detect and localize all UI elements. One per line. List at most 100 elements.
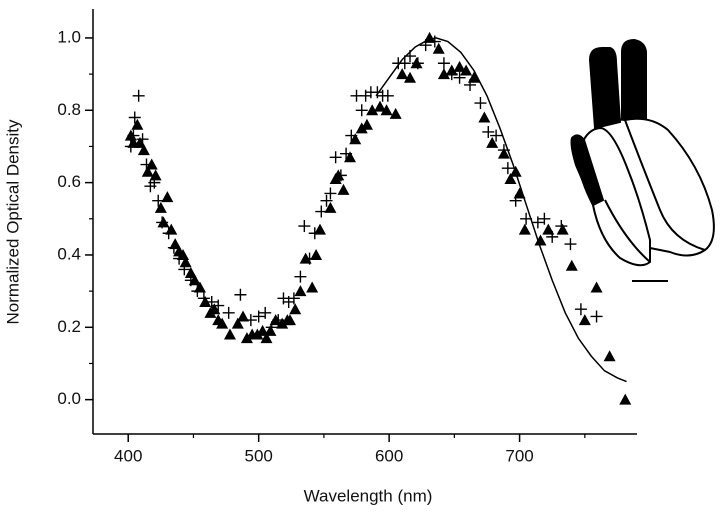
triangle-marker <box>251 328 264 340</box>
triangle-marker <box>264 324 277 336</box>
triangle-marker <box>154 201 167 213</box>
triangle-marker <box>216 317 229 329</box>
triangle-marker <box>283 314 296 326</box>
triangle-marker <box>534 234 547 246</box>
plus-marker <box>324 187 337 200</box>
plus-marker <box>222 306 235 319</box>
plus-marker <box>555 220 568 233</box>
y-tick-label: 0.4 <box>57 244 81 263</box>
plus-marker <box>156 216 169 229</box>
plus-marker <box>437 57 450 70</box>
plus-marker <box>197 292 210 305</box>
triangle-marker <box>231 317 244 329</box>
plus-marker <box>298 220 311 233</box>
triangle-marker <box>131 118 144 130</box>
triangle-marker <box>467 71 480 83</box>
triangle-marker <box>389 107 402 119</box>
plus-marker <box>320 194 333 207</box>
triangle-marker <box>374 100 387 112</box>
plus-marker <box>212 299 225 312</box>
x-tick-label: 400 <box>114 446 142 465</box>
plus-marker <box>140 158 153 171</box>
x-axis-label: Wavelength (nm) <box>304 486 433 505</box>
triangle-marker <box>542 223 555 235</box>
triangle-marker <box>179 256 192 268</box>
triangle-marker <box>169 238 182 250</box>
plus-marker <box>127 129 140 142</box>
triangle-marker <box>294 285 307 297</box>
y-tick-label: 0.6 <box>57 172 81 191</box>
plus-marker <box>340 147 353 160</box>
triangle-marker <box>161 191 174 203</box>
plus-marker <box>234 288 247 301</box>
plus-marker <box>538 212 551 225</box>
plus-marker <box>265 321 278 334</box>
triangle-marker <box>141 165 154 177</box>
triangle-marker <box>240 332 253 344</box>
triangle-marker <box>578 314 591 326</box>
triangle-marker <box>355 122 368 134</box>
triangle-marker <box>603 350 616 362</box>
plus-marker <box>329 151 342 164</box>
triangle-marker <box>324 201 337 213</box>
y-axis-label: Normalized Optical Density <box>3 119 22 325</box>
triangle-marker <box>380 104 393 116</box>
plus-marker <box>178 263 191 276</box>
triangle-marker <box>518 223 531 235</box>
plus-marker <box>303 252 316 265</box>
plus-marker <box>411 57 424 70</box>
triangle-marker <box>310 248 323 260</box>
plus-marker <box>574 303 587 316</box>
triangle-marker <box>360 118 373 130</box>
triangle-marker <box>396 68 409 80</box>
inset-shape <box>588 47 622 130</box>
plus-marker <box>482 125 495 138</box>
plus-marker <box>184 274 197 287</box>
plus-marker <box>490 129 503 142</box>
plus-marker <box>464 78 477 91</box>
triangle-marker <box>486 136 499 148</box>
plus-marker <box>345 129 358 142</box>
inset-shape <box>621 38 647 119</box>
plus-marker <box>546 230 559 243</box>
triangle-marker <box>366 104 379 116</box>
plus-marker <box>162 227 175 240</box>
triangle-marker <box>460 64 473 76</box>
triangle-marker <box>437 68 450 80</box>
plus-marker <box>132 89 145 102</box>
plus-marker <box>398 57 411 70</box>
triangle-marker <box>260 332 273 344</box>
triangle-marker <box>149 169 162 181</box>
triangle-marker <box>404 71 417 83</box>
plus-marker <box>287 292 300 305</box>
y-tick-label: 1.0 <box>57 27 81 46</box>
plus-marker <box>453 71 466 84</box>
plus-marker <box>445 68 458 81</box>
triangle-marker <box>337 183 350 195</box>
triangle-marker <box>432 42 445 54</box>
plus-marker <box>191 285 204 298</box>
triangle-marker <box>565 259 578 271</box>
plus-marker <box>509 194 522 207</box>
plus-marker <box>244 314 257 327</box>
triangle-marker <box>306 281 319 293</box>
triangle-marker <box>276 317 289 329</box>
triangle-marker <box>289 303 302 315</box>
plus-marker <box>308 227 321 240</box>
plus-marker <box>167 241 180 254</box>
plus-marker <box>381 89 394 102</box>
triangle-marker <box>343 151 356 163</box>
triangle-marker <box>184 267 197 279</box>
triangle-marker <box>237 310 250 322</box>
plus-marker <box>136 133 149 146</box>
triangle-marker <box>504 173 517 184</box>
plus-marker <box>124 140 137 153</box>
plus-marker <box>259 306 272 319</box>
plus-marker <box>315 205 328 218</box>
y-tick-label: 0.0 <box>57 389 81 408</box>
inset-outline <box>604 199 651 263</box>
triangle-marker <box>590 281 603 293</box>
triangle-marker <box>137 144 150 156</box>
inset-outline <box>597 117 715 257</box>
